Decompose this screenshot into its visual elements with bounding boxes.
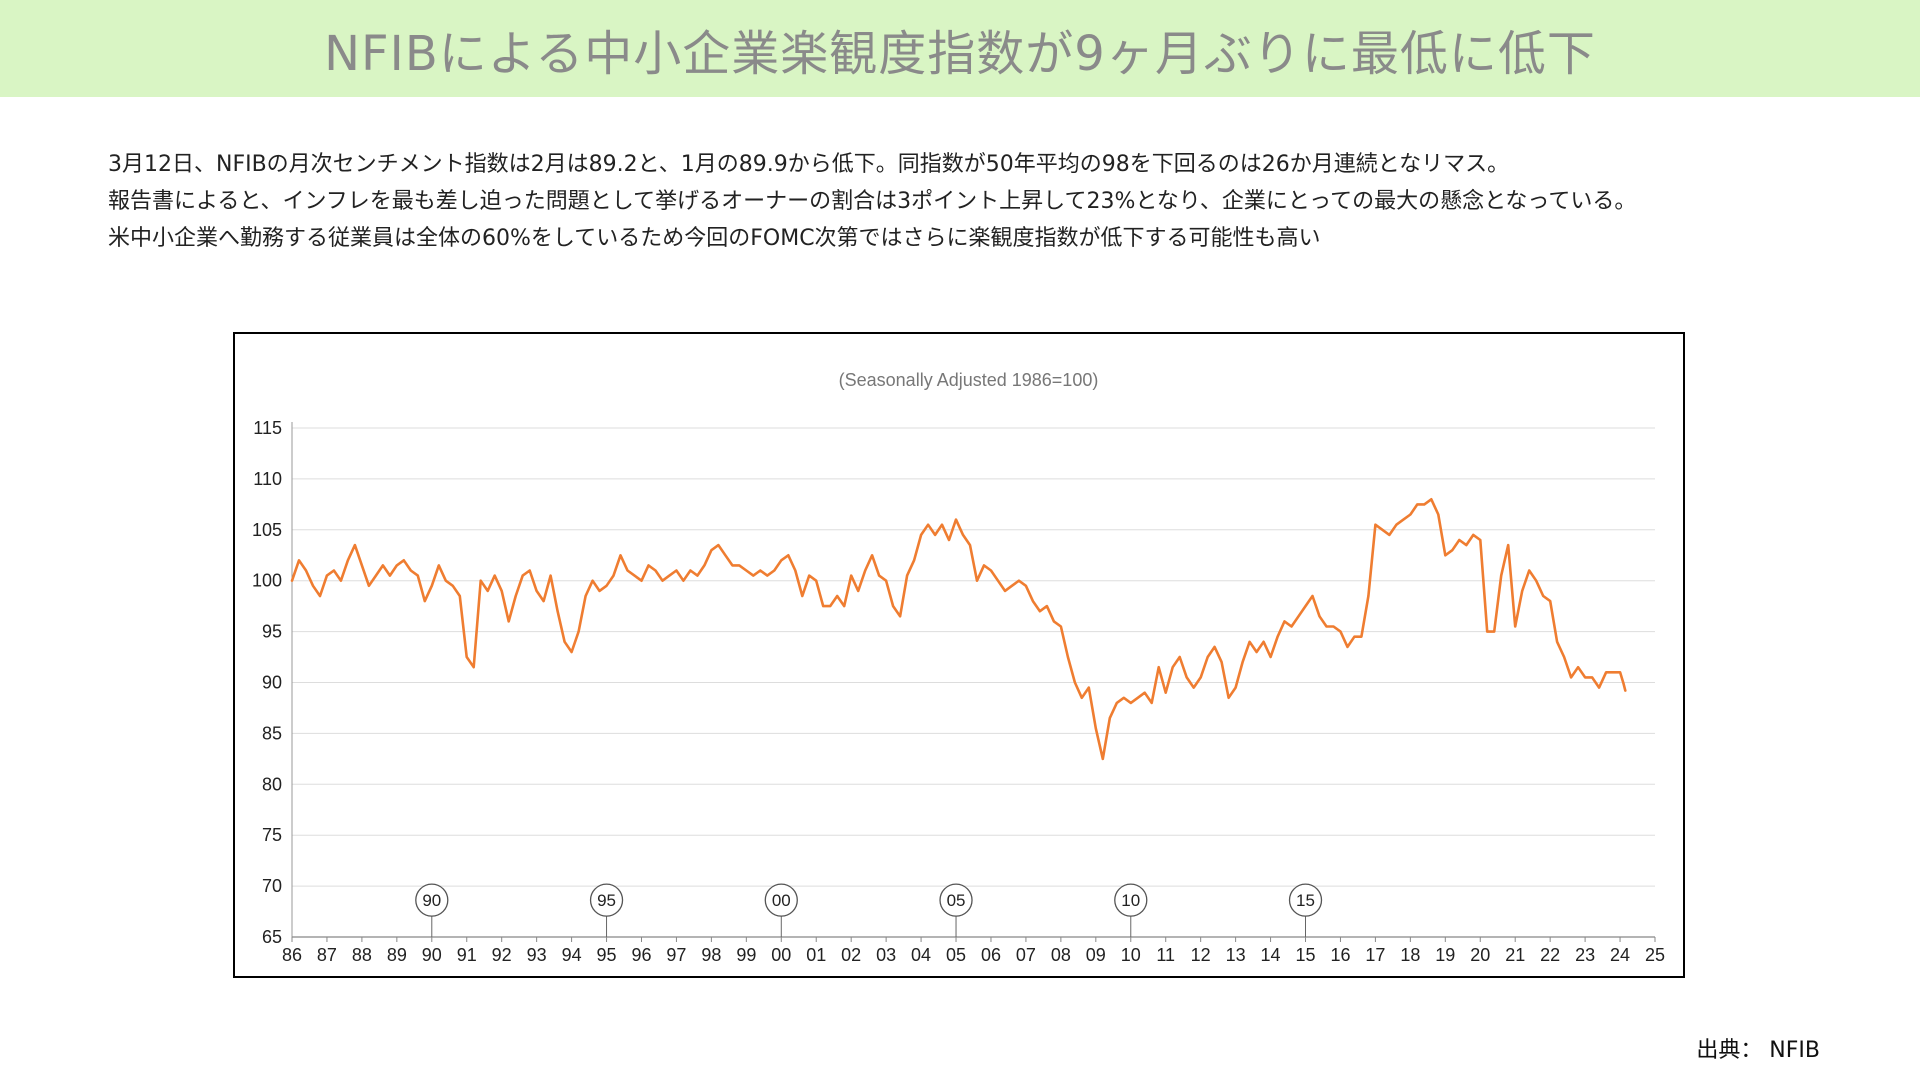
x-tick-label: 86 xyxy=(282,945,302,965)
x-tick-label: 02 xyxy=(841,945,861,965)
x-tick-label: 10 xyxy=(1121,945,1141,965)
y-tick-label: 115 xyxy=(253,418,282,438)
x-tick-label: 12 xyxy=(1191,945,1211,965)
year-marker-circle xyxy=(1114,883,1148,917)
year-marker-circle xyxy=(415,883,449,917)
body-text: 3月12日、NFIBの月次センチメント指数は2月は89.2と、1月の89.9から… xyxy=(108,146,1868,257)
year-marker-label: 15 xyxy=(1296,891,1315,910)
x-tick-label: 91 xyxy=(457,945,477,965)
chart-frame: (Seasonally Adjusted 1986=100) 115 110 105 1… xyxy=(233,332,1685,978)
y-tick-label: 85 xyxy=(262,723,282,743)
y-tick-label: 90 xyxy=(262,673,282,693)
x-tick-label: 21 xyxy=(1505,945,1525,965)
year-marker-label: 00 xyxy=(772,891,791,910)
x-tick-label: 89 xyxy=(387,945,407,965)
x-tick-label: 11 xyxy=(1156,945,1175,965)
x-tick-label: 01 xyxy=(806,945,826,965)
x-tick-label: 97 xyxy=(666,945,686,965)
x-tick-label: 20 xyxy=(1470,945,1490,965)
y-tick-label: 110 xyxy=(253,469,282,489)
x-tick-label: 24 xyxy=(1610,945,1630,965)
x-tick-label: 16 xyxy=(1330,945,1350,965)
x-tick-label: 19 xyxy=(1435,945,1455,965)
page-title: NFIBによる中小企業楽観度指数が9ヶ月ぶりに最低に低下 xyxy=(324,25,1596,82)
y-tick-label: 70 xyxy=(262,876,282,896)
header-bar: NFIBによる中小企業楽観度指数が9ヶ月ぶりに最低に低下 xyxy=(0,0,1920,97)
x-tick-label: 15 xyxy=(1295,945,1315,965)
x-tick-label: 94 xyxy=(562,945,582,965)
x-tick-label: 05 xyxy=(946,945,966,965)
x-tick-label: 96 xyxy=(631,945,651,965)
x-tick-label: 07 xyxy=(1016,945,1036,965)
x-tick-label: 92 xyxy=(492,945,512,965)
x-tick-label: 06 xyxy=(981,945,1001,965)
x-tick-label: 03 xyxy=(876,945,896,965)
year-marker-label: 90 xyxy=(422,891,441,910)
y-tick-label: 75 xyxy=(262,825,282,845)
x-tick-label: 88 xyxy=(352,945,372,965)
x-tick-label: 95 xyxy=(597,945,617,965)
y-tick-label: 100 xyxy=(252,571,282,591)
year-marker-circle xyxy=(589,883,624,917)
chart-subtitle: (Seasonally Adjusted 1986=100) xyxy=(839,370,1099,390)
x-tick-label: 23 xyxy=(1575,945,1595,965)
x-tick-label: 14 xyxy=(1261,945,1281,965)
y-tick-label: 80 xyxy=(262,774,282,794)
x-tick-label: 09 xyxy=(1086,945,1106,965)
x-tick-label: 87 xyxy=(317,945,337,965)
x-tick-label: 13 xyxy=(1226,945,1246,965)
x-tick-label: 98 xyxy=(701,945,721,965)
year-marker-circle xyxy=(764,883,798,917)
x-tick-label: 04 xyxy=(911,945,931,965)
x-tick-label: 17 xyxy=(1365,945,1385,965)
x-tick-label: 25 xyxy=(1645,945,1665,965)
x-tick-label: 90 xyxy=(422,945,442,965)
x-tick-label: 93 xyxy=(527,945,547,965)
body-line-1: 3月12日、NFIBの月次センチメント指数は2月は89.2と、1月の89.9から… xyxy=(108,152,1510,177)
x-tick-label: 99 xyxy=(736,945,756,965)
body-line-3: 米中小企業へ勤務する従業員は全体の60%をしているため今回のFOMC次第ではさら… xyxy=(108,226,1321,251)
y-tick-label: 65 xyxy=(262,927,282,947)
year-marker-label: 95 xyxy=(597,891,616,910)
y-tick-label: 105 xyxy=(252,520,282,540)
body-line-2: 報告書によると、インフレを最も差し迫った問題として挙げるオーナーの割合は3ポイン… xyxy=(108,189,1637,214)
x-tick-label: 08 xyxy=(1051,945,1071,965)
source-note: 出典： NFIB xyxy=(1696,1038,1820,1063)
x-tick-label: 22 xyxy=(1540,945,1560,965)
year-marker-circle xyxy=(939,883,973,917)
y-tick-label: 95 xyxy=(262,622,282,642)
year-marker-label: 10 xyxy=(1121,891,1140,910)
x-tick-label: 00 xyxy=(771,945,791,965)
year-marker-label: 05 xyxy=(947,891,966,910)
series-line xyxy=(290,498,1627,761)
line-chart: (Seasonally Adjusted 1986=100)1151101051… xyxy=(252,370,1665,965)
x-tick-label: 18 xyxy=(1400,945,1420,965)
year-marker-circle xyxy=(1288,883,1323,917)
